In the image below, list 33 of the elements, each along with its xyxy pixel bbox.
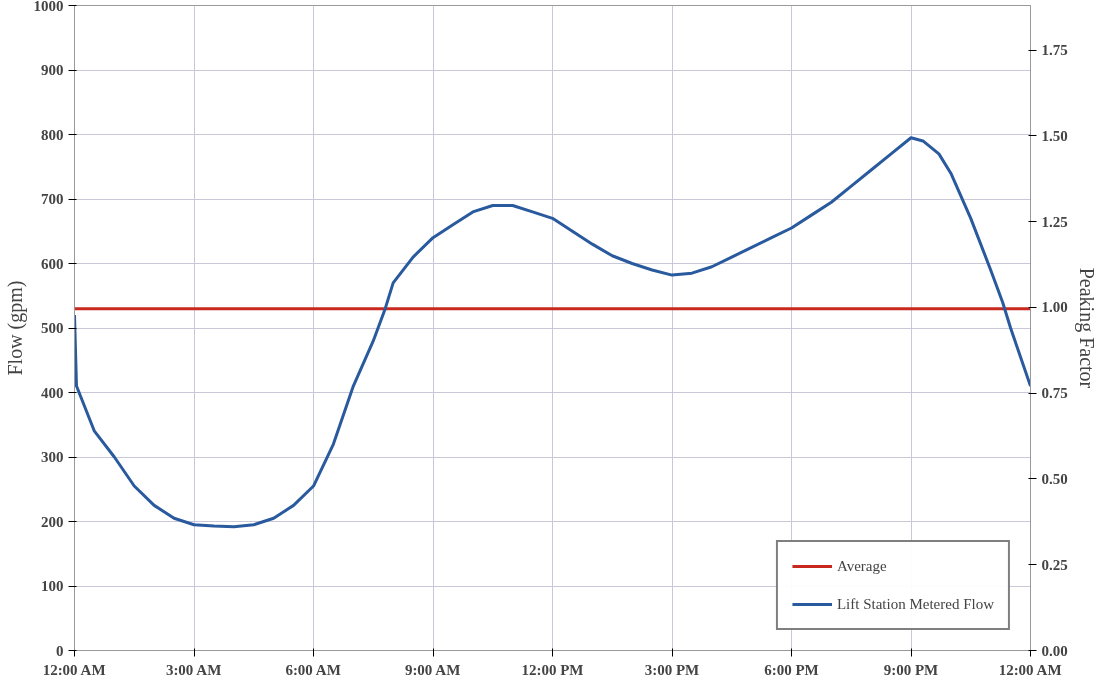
x-tick-label: 3:00 PM [644, 661, 700, 678]
x-tick-label: 12:00 AM [42, 661, 106, 678]
x-tick-label: 3:00 AM [165, 661, 222, 678]
y-tick-label: 100 [41, 578, 64, 594]
legend-label: Lift Station Metered Flow [836, 595, 994, 613]
y-tick-label: 200 [41, 513, 64, 530]
y-tick-label: 500 [41, 320, 64, 336]
y-tick-label: 1000 [33, 0, 64, 14]
y2-tick-label: 0.00 [1041, 642, 1068, 659]
legend-label: Average [836, 557, 887, 575]
x-tick-label: 12:00 AM [998, 661, 1062, 678]
y2-tick-label: 1.75 [1041, 42, 1068, 59]
x-tick-label: 9:00 PM [883, 661, 939, 678]
y2-tick-label: 1.00 [1041, 299, 1068, 316]
y-tick-label: 300 [41, 449, 64, 465]
line-series [74, 136, 1031, 529]
y2-tick-label: 0.50 [1041, 470, 1068, 487]
x-tick-label: 6:00 PM [764, 661, 819, 678]
y-tick-label: 400 [41, 384, 64, 401]
x-tick-label: 9:00 AM [404, 661, 461, 678]
y-tick-label: 800 [41, 126, 64, 143]
y2-tick-label: 0.25 [1041, 556, 1068, 573]
y2-tick-label: 1.25 [1041, 213, 1068, 230]
y-tick-label: 900 [41, 62, 64, 78]
x-tick-label: 6:00 AM [285, 661, 341, 678]
y-tick-label: 700 [41, 191, 64, 207]
y-tick-label: 0 [56, 642, 64, 659]
y2-tick-label: 0.75 [1041, 385, 1068, 402]
y2-tick-label: 1.50 [1041, 127, 1068, 144]
y-axis-title: Flow (gpm) [3, 280, 27, 376]
x-tick-label: 12:00 PM [521, 661, 584, 678]
y2-axis-title: Peaking Factor [1074, 267, 1098, 389]
y-tick-label: 600 [41, 255, 64, 272]
